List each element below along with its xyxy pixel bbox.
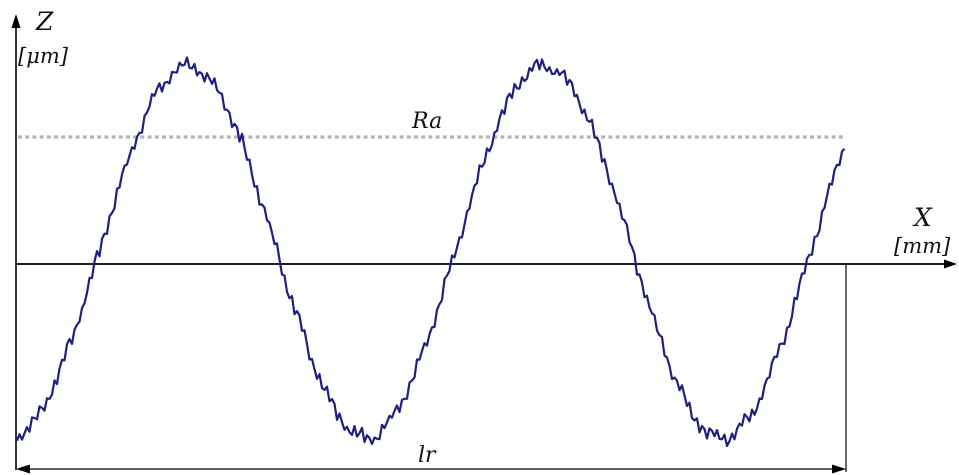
z-axis-label: Z	[35, 7, 54, 36]
roughness-profile-curve	[15, 56, 846, 447]
x-axis-arrowhead	[944, 259, 957, 269]
z-axis-arrowhead	[11, 14, 21, 28]
x-axis-unit: [mm]	[894, 234, 951, 258]
lr-arrow-right	[832, 464, 846, 474]
x-axis-label: X	[912, 203, 933, 232]
ra-label: Ra	[411, 109, 442, 134]
lr-arrow-left	[16, 464, 30, 474]
lr-label: lr	[418, 443, 437, 468]
z-axis-unit: [μm]	[18, 44, 69, 68]
